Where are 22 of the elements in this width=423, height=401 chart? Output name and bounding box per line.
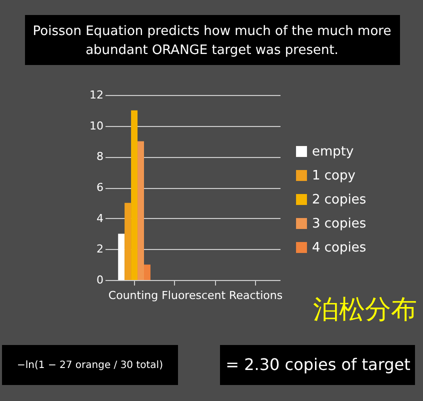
text: −ln(1 − 27 orange / 30 total): [17, 360, 164, 371]
y-tick-label: 2: [96, 242, 104, 256]
x-axis-title: Counting Fluorescent Reactions: [108, 289, 283, 302]
legend-label: 1 copy: [312, 168, 356, 184]
y-tick-label: 10: [90, 119, 104, 132]
legend-label: 2 copies: [312, 192, 366, 208]
text: 泊松分布: [313, 295, 417, 325]
bar: [144, 264, 150, 280]
bar: [138, 141, 144, 280]
y-tick-label: 12: [90, 88, 104, 102]
chart-title: Poisson Equation predicts how much of the much more abundant ORANGE target was present.: [32, 24, 392, 58]
legend-label: 4 copies: [312, 240, 366, 256]
y-tick-label: 6: [96, 181, 104, 194]
legend-label: 3 copies: [312, 216, 366, 232]
text: = 2.30 copies of target: [226, 355, 410, 374]
bar: [118, 234, 125, 280]
legend-label: empty: [312, 144, 354, 160]
y-tick-label: 8: [96, 150, 104, 164]
bar: [124, 202, 132, 280]
y-tick-label: 0: [96, 274, 104, 286]
y-tick-label: 4: [96, 212, 104, 225]
bar: [131, 110, 138, 280]
